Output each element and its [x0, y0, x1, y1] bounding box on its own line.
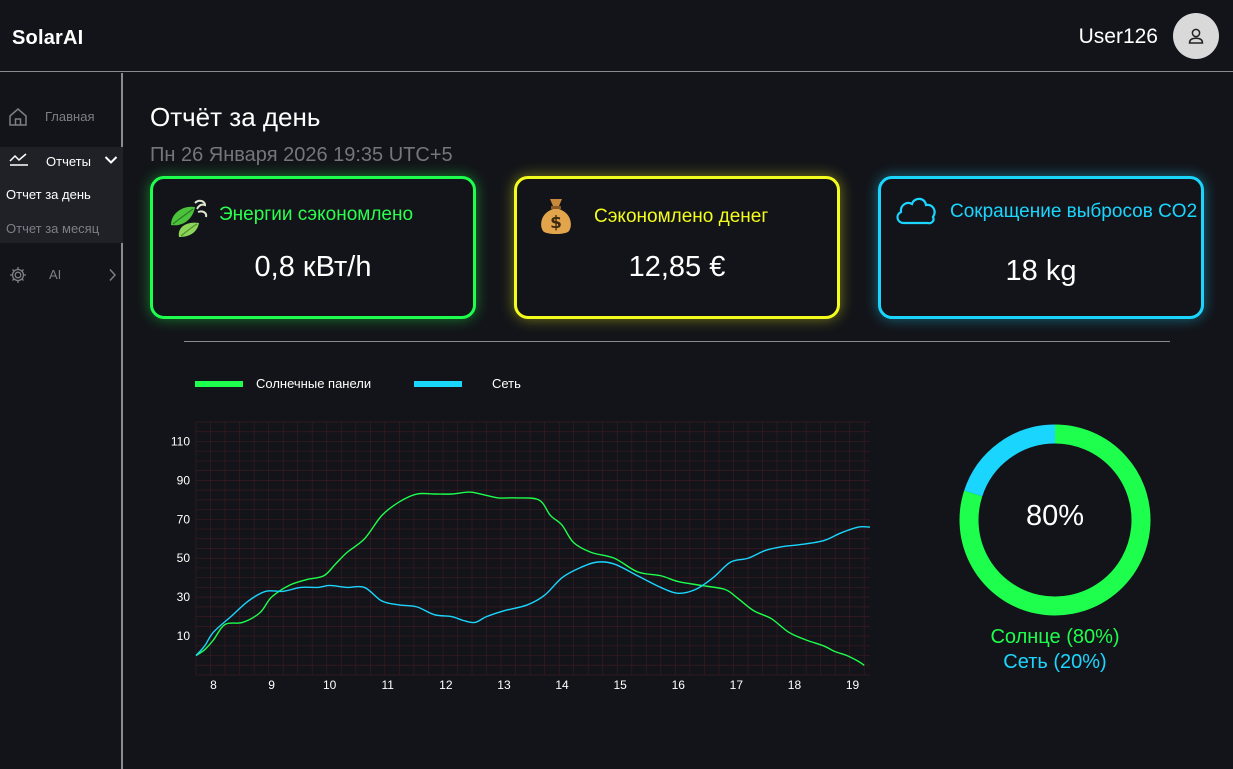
- home-icon: [9, 108, 27, 126]
- user-name[interactable]: User126: [1078, 25, 1158, 48]
- x-tick-label: 11: [382, 678, 395, 692]
- donut-caption-solar: Солнце (80%): [990, 626, 1120, 648]
- sidebar: Главная Отчеты Отчет за день Отчет за ме…: [0, 73, 123, 769]
- x-tick-label: 18: [788, 678, 802, 692]
- cloud-icon: [896, 197, 936, 225]
- chevron-down-icon[interactable]: [104, 154, 118, 166]
- y-tick-label: 90: [177, 473, 191, 487]
- sidebar-item-home[interactable]: Главная: [0, 103, 123, 129]
- legend-label-solar: Солнечные панели: [256, 376, 372, 391]
- x-tick-label: 10: [323, 678, 337, 692]
- user-icon: [1188, 28, 1204, 44]
- energy-card-value: 0,8 кВт/h: [254, 251, 372, 283]
- sidebar-item-ai[interactable]: AI: [0, 261, 123, 287]
- x-tick-label: 12: [439, 678, 453, 692]
- energy-saved-card: Энергии сэкономлено 0,8 кВт/h: [150, 176, 476, 319]
- legend-item-solar[interactable]: Солнечные панели: [195, 376, 371, 391]
- reports-submenu: Отчет за день Отчет за месяц: [0, 175, 123, 243]
- app-brand[interactable]: SolarAI: [12, 27, 84, 49]
- submenu-item-day-report[interactable]: Отчет за день: [6, 187, 91, 202]
- chevron-right-icon[interactable]: [106, 268, 118, 282]
- x-tick-label: 19: [846, 678, 860, 692]
- series-line-grid: [195, 525, 871, 657]
- series-line-solar: [195, 491, 865, 666]
- co2-card-title: Сокращение выбросов CO2: [950, 201, 1198, 222]
- sidebar-item-label: Отчеты: [46, 153, 91, 169]
- donut-caption-grid: Сеть (20%): [1003, 651, 1107, 673]
- money-card-value: 12,85 €: [628, 251, 726, 283]
- donut-slice-solar: [959, 424, 1151, 616]
- money-saved-card: $ Сэкономлено денег 12,85 €: [514, 176, 840, 319]
- x-tick-label: 9: [268, 678, 275, 692]
- top-bar: SolarAI User126: [0, 0, 1233, 72]
- section-divider: [184, 341, 1170, 342]
- legend-item-grid[interactable]: Сеть: [414, 376, 521, 391]
- x-tick-label: 16: [672, 678, 686, 692]
- sidebar-item-label: AI: [49, 266, 62, 282]
- energy-share-donut: [959, 424, 1151, 616]
- y-tick-label: 110: [171, 434, 190, 448]
- y-tick-label: 50: [177, 551, 191, 565]
- sidebar-item-label: Главная: [45, 108, 95, 124]
- x-tick-label: 17: [730, 678, 744, 692]
- energy-line-chart: 10 30 50 70 90 110 8 9 10 11 12 13 14 15 16 17 18 19: [171, 421, 871, 692]
- avatar-button[interactable]: [1173, 13, 1219, 59]
- page-title: Отчёт за день: [150, 102, 321, 132]
- y-tick-label: 30: [177, 590, 191, 604]
- x-tick-label: 14: [555, 678, 569, 692]
- co2-reduction-card: Сокращение выбросов CO2 18 kg: [878, 176, 1204, 319]
- x-tick-label: 15: [613, 678, 627, 692]
- energy-card-title: Энергии сэкономлено: [219, 204, 414, 225]
- svg-text:$: $: [550, 213, 562, 233]
- donut-center-value: 80%: [1025, 500, 1085, 532]
- legend-label-grid: Сеть: [492, 376, 521, 391]
- submenu-item-month-report[interactable]: Отчет за месяц: [6, 221, 100, 236]
- y-tick-label: 70: [177, 512, 191, 526]
- co2-card-value: 18 kg: [1005, 255, 1077, 287]
- money-bag-icon: $: [541, 199, 571, 234]
- y-tick-label: 10: [177, 629, 191, 643]
- x-tick-label: 8: [210, 678, 217, 692]
- leaves-icon: [171, 199, 208, 237]
- chip-icon: [10, 267, 26, 283]
- page-date: Пн 26 Января 2026 19:35 UTC+5: [150, 144, 453, 166]
- donut-slice-grid: [964, 424, 1056, 497]
- chart-line-icon: [9, 153, 28, 166]
- money-card-title: Сэкономлено денег: [594, 206, 769, 227]
- legend-swatch-grid: [414, 380, 462, 387]
- legend-swatch-solar: [195, 380, 243, 387]
- sidebar-item-reports[interactable]: Отчеты: [0, 147, 123, 175]
- x-tick-label: 13: [497, 678, 511, 692]
